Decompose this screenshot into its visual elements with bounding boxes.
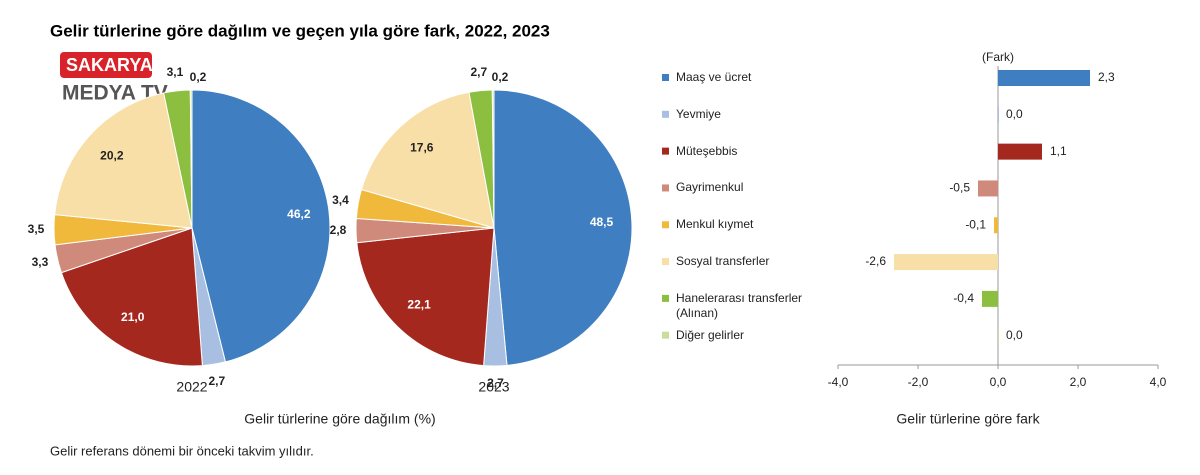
pie-slice [360,91,495,229]
bar [994,217,998,234]
title: Gelir türlerine göre dağılım ve geçen yı… [50,21,550,40]
footnote: Gelir referans dönemi bir önceki takvim … [50,443,314,458]
data-label: 2,8 [330,223,347,237]
legend-label: Maaş ve ücret [676,70,752,84]
data-label: -0,4 [953,291,974,305]
bar [978,180,998,197]
annotation: (Fark) [982,50,1014,64]
data-label: 0,0 [1006,107,1023,121]
data-label: 20,2 [100,148,124,162]
legend-swatch [662,221,669,229]
logo-text: SAKARYA [66,55,153,75]
data-label: 0,2 [492,70,509,84]
x-tick-label: -4,0 [828,375,849,389]
x-tick-label: 0,0 [990,375,1007,389]
x-tick-label: 2,0 [1070,375,1087,389]
pie-title: 2022 [176,379,207,395]
pie-slice [491,89,495,229]
data-label: 3,4 [332,193,349,207]
legend-label: Sosyal transferler [676,254,770,269]
data-label: 22,1 [407,297,431,311]
legend-label: Gayrimenkul [676,180,744,195]
bar [998,143,1042,160]
bar [894,254,998,271]
legend-swatch [662,294,669,302]
data-label: 0,2 [190,70,207,84]
pie-slice [493,89,633,366]
legend-label: Müteşebbis [676,143,738,158]
bar [982,290,998,307]
data-label: 3,1 [167,65,184,79]
bar [998,106,999,123]
data-label: 2,7 [487,376,504,390]
data-label: 2,7 [470,65,487,79]
data-label: 3,3 [32,255,49,269]
legend-label: Diğer gelirler [676,327,745,342]
logo-text: MEDYA TV [62,82,168,105]
legend-swatch [662,110,669,118]
data-label: -0,1 [965,217,986,231]
pie-slice [356,227,495,367]
legend-swatch [662,184,669,192]
pies-caption: Gelir türlerine göre dağılım (%) [244,411,435,427]
data-label: 2,3 [1098,70,1115,84]
legend-swatch [662,258,669,266]
data-label: -2,6 [865,254,886,268]
legend-swatch [662,147,669,155]
data-label: 48,5 [590,215,614,229]
x-tick-label: 4,0 [1150,375,1167,389]
data-label: -0,5 [949,181,970,195]
data-label: 1,1 [1050,144,1067,158]
x-axis-label: Gelir türlerine göre fark [896,411,1040,427]
pie-slice [54,92,193,229]
pie-slice [191,89,331,363]
bar [998,70,1090,86]
data-label: 2,7 [208,374,225,388]
data-label: 21,0 [121,310,145,324]
x-tick-label: -2,0 [908,375,929,389]
bar [998,327,999,344]
data-label: 0,0 [1006,328,1023,342]
pie-title: 2023 [478,379,509,395]
data-label: 46,2 [287,207,311,221]
legend-label: Yevmiye [676,106,721,121]
legend-swatch [662,331,669,339]
pie-slice [60,227,203,367]
legend-label: Menkul kıymet [676,217,754,232]
pie-slice [189,89,193,229]
data-label: 17,6 [410,140,434,154]
logo-badge [60,52,152,78]
data-label: 3,5 [28,222,45,236]
legend-swatch [662,74,669,81]
legend-label: Hanelerarası transferler (Alınan) [676,290,803,320]
